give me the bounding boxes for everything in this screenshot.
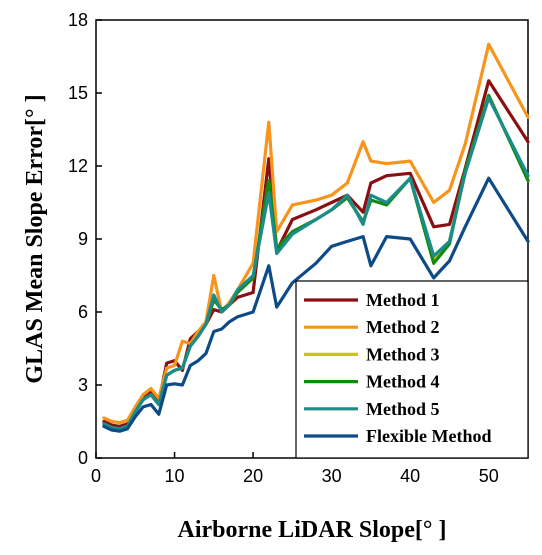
legend-label-method-4: Method 4	[366, 372, 440, 392]
y-tick-label: 6	[78, 302, 88, 322]
x-tick-label: 20	[243, 466, 263, 486]
legend-box	[295, 280, 529, 459]
x-axis-title: Airborne LiDAR Slope[° ]	[178, 517, 447, 543]
series-line-method-5	[102, 96, 530, 431]
x-tick-label: 0	[91, 466, 101, 486]
y-tick-label: 3	[78, 375, 88, 395]
legend: Method 1 Method 2 Method 3 Method 4 Method 5…	[295, 280, 529, 459]
legend-label-flexible-method: Flexible Method	[366, 426, 491, 446]
x-tick-label: 10	[165, 466, 185, 486]
y-tick-label: 9	[78, 229, 88, 249]
x-tick-label: 50	[479, 466, 499, 486]
legend-label-method-2: Method 2	[366, 317, 440, 337]
series-line-flexible-method	[102, 176, 530, 433]
x-tick-label: 30	[322, 466, 342, 486]
legend-label-method-1: Method 1	[366, 290, 440, 310]
legend-label-method-5: Method 5	[366, 399, 440, 419]
x-tick-label: 40	[400, 466, 420, 486]
y-tick-label: 18	[68, 10, 88, 30]
y-tick-label: 15	[68, 83, 88, 103]
y-tick-label: 12	[68, 156, 88, 176]
series-lines	[102, 42, 530, 433]
y-tick-label: 0	[78, 448, 88, 468]
legend-label-method-3: Method 3	[366, 344, 440, 364]
y-axis-title: GLAS Mean Slope Error[° ]	[22, 94, 48, 383]
